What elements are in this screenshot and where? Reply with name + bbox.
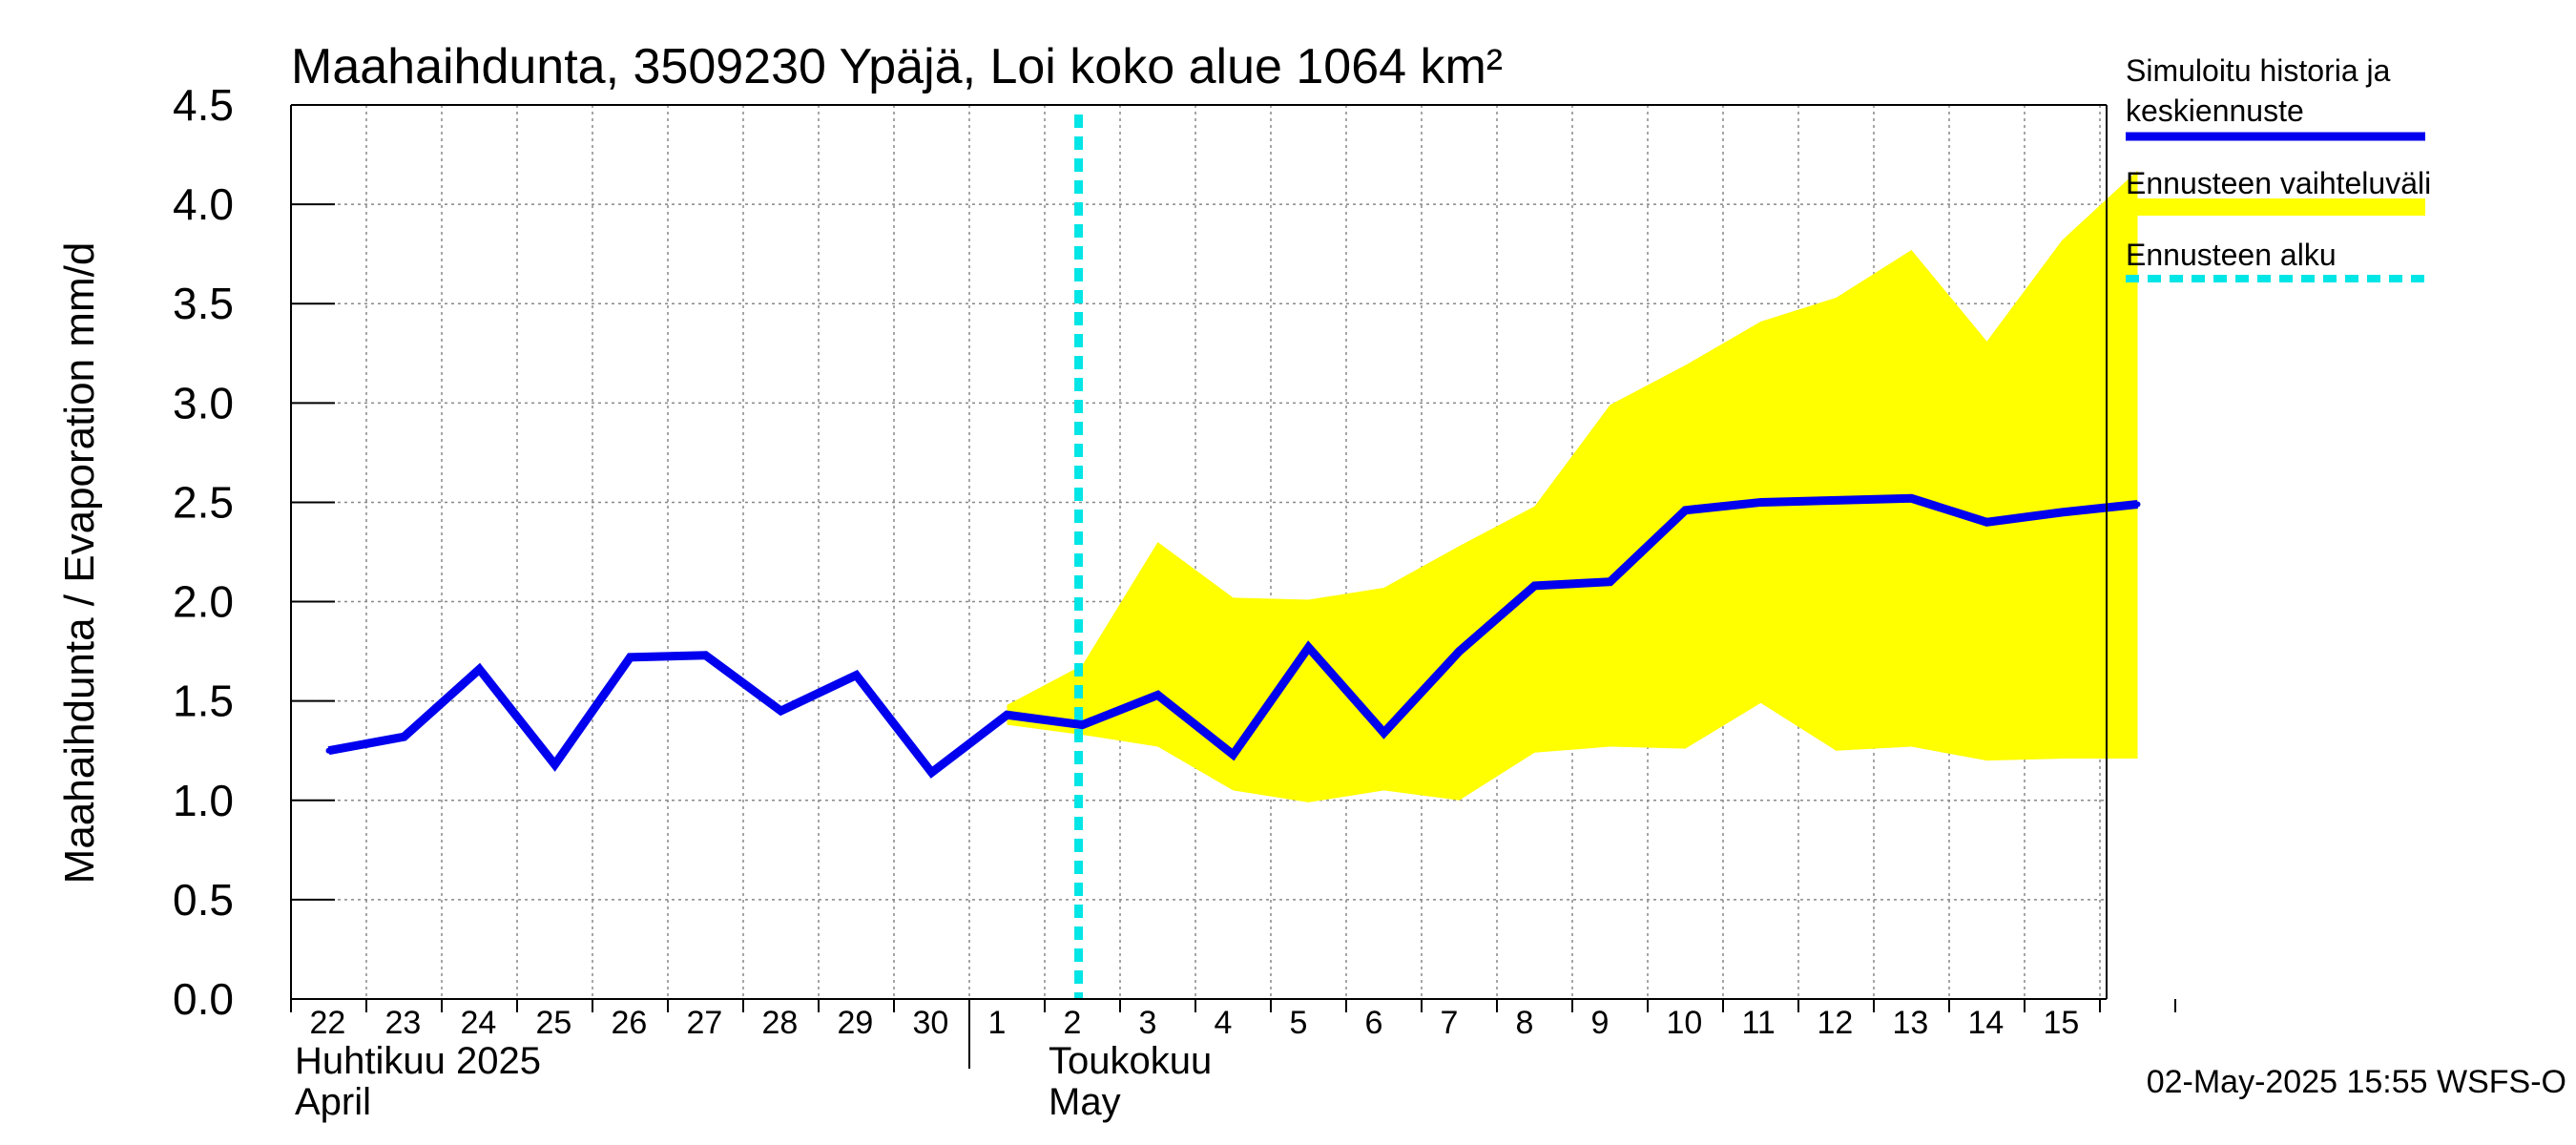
x-tick-label: 8 — [1516, 1005, 1534, 1041]
series-point — [325, 747, 332, 754]
forecast-range-band — [1007, 170, 2138, 802]
y-tick-label: 3.5 — [173, 279, 234, 328]
series-point — [401, 734, 407, 740]
month-label-english: April — [295, 1081, 371, 1123]
x-tick-label: 6 — [1365, 1005, 1383, 1041]
series-point — [1381, 729, 1387, 736]
series-point — [2059, 509, 2066, 515]
series-point — [1607, 578, 1613, 585]
series-point — [551, 761, 558, 768]
series-point — [1230, 751, 1236, 758]
chart-title: Maahaihdunta, 3509230 Ypäjä, Loi koko al… — [291, 39, 1503, 94]
series-point — [1456, 648, 1463, 655]
x-tick-label: 9 — [1591, 1005, 1610, 1041]
legend-label: keskiennuste — [2126, 94, 2304, 128]
series-point — [2134, 501, 2141, 508]
x-tick-label: 11 — [1742, 1005, 1776, 1041]
x-tick-label: 29 — [838, 1005, 874, 1041]
y-tick-label: 2.5 — [173, 477, 234, 527]
x-tick-label: 30 — [913, 1005, 949, 1041]
series-point — [627, 654, 634, 660]
legend: Simuloitu historia ja keskiennuste Ennuste… — [2126, 53, 2431, 282]
series-layer — [325, 493, 2141, 779]
series-point — [1682, 507, 1689, 513]
x-tick-label: 28 — [762, 1005, 799, 1041]
x-tick-label: 10 — [1667, 1005, 1703, 1041]
series-point — [928, 769, 935, 776]
series-point — [1004, 712, 1010, 718]
month-label: Huhtikuu 2025 — [295, 1040, 541, 1082]
y-axis-label: Maahaihdunta / Evaporation mm/d — [56, 242, 103, 885]
y-tick-label: 3.0 — [173, 378, 234, 427]
legend-label: Simuloitu historia ja — [2126, 53, 2391, 88]
forecast-band-layer — [1007, 170, 2138, 802]
series-point — [1908, 495, 1915, 502]
series-point — [1531, 582, 1538, 589]
series-point — [778, 708, 784, 715]
series-point — [476, 666, 483, 673]
x-tick-label: 2 — [1064, 1005, 1082, 1041]
y-tick-label: 0.0 — [173, 974, 234, 1024]
y-tick-label: 4.0 — [173, 179, 234, 229]
x-tick-label: 7 — [1441, 1005, 1459, 1041]
tick-labels: 0.00.51.01.52.02.53.03.54.04.522 23 24 25 26… — [173, 80, 2079, 1123]
legend-label: Ennusteen vaihteluväli — [2126, 166, 2431, 200]
x-tick-label: 22 — [310, 1005, 346, 1041]
x-tick-label: 1 — [988, 1005, 1007, 1041]
x-tick-label: 26 — [612, 1005, 648, 1041]
footer-timestamp: 02-May-2025 15:55 WSFS-O — [2147, 1064, 2566, 1100]
x-tick-label: 25 — [536, 1005, 572, 1041]
series-point — [1079, 721, 1086, 728]
legend-label: Ennusteen alku — [2126, 238, 2337, 272]
series-point — [1154, 692, 1161, 698]
x-tick-label: 24 — [461, 1005, 497, 1041]
x-tick-label: 23 — [385, 1005, 422, 1041]
series-point — [1984, 519, 1990, 526]
month-label-english: May — [1049, 1081, 1121, 1123]
series-point — [853, 672, 860, 678]
x-tick-label: 3 — [1139, 1005, 1157, 1041]
month-label: Toukokuu — [1049, 1040, 1212, 1082]
axes — [290, 104, 2176, 1069]
series-point — [1305, 644, 1312, 651]
x-tick-label: 14 — [1968, 1005, 2005, 1041]
x-tick-label: 13 — [1893, 1005, 1929, 1041]
series-point — [702, 652, 709, 658]
x-tick-label: 4 — [1215, 1005, 1233, 1041]
y-tick-label: 2.0 — [173, 577, 234, 627]
y-tick-label: 1.5 — [173, 677, 234, 726]
legend-swatch-range-band — [2126, 198, 2425, 216]
x-tick-label: 5 — [1290, 1005, 1308, 1041]
grid — [291, 105, 2107, 999]
x-tick-label: 27 — [687, 1005, 723, 1041]
y-tick-label: 0.5 — [173, 875, 234, 925]
y-tick-label: 1.0 — [173, 776, 234, 825]
x-tick-label: 15 — [2044, 1005, 2080, 1041]
x-tick-label: 12 — [1818, 1005, 1854, 1041]
series-point — [1833, 497, 1839, 504]
series-point — [1757, 499, 1764, 506]
y-tick-label: 4.5 — [173, 80, 234, 130]
